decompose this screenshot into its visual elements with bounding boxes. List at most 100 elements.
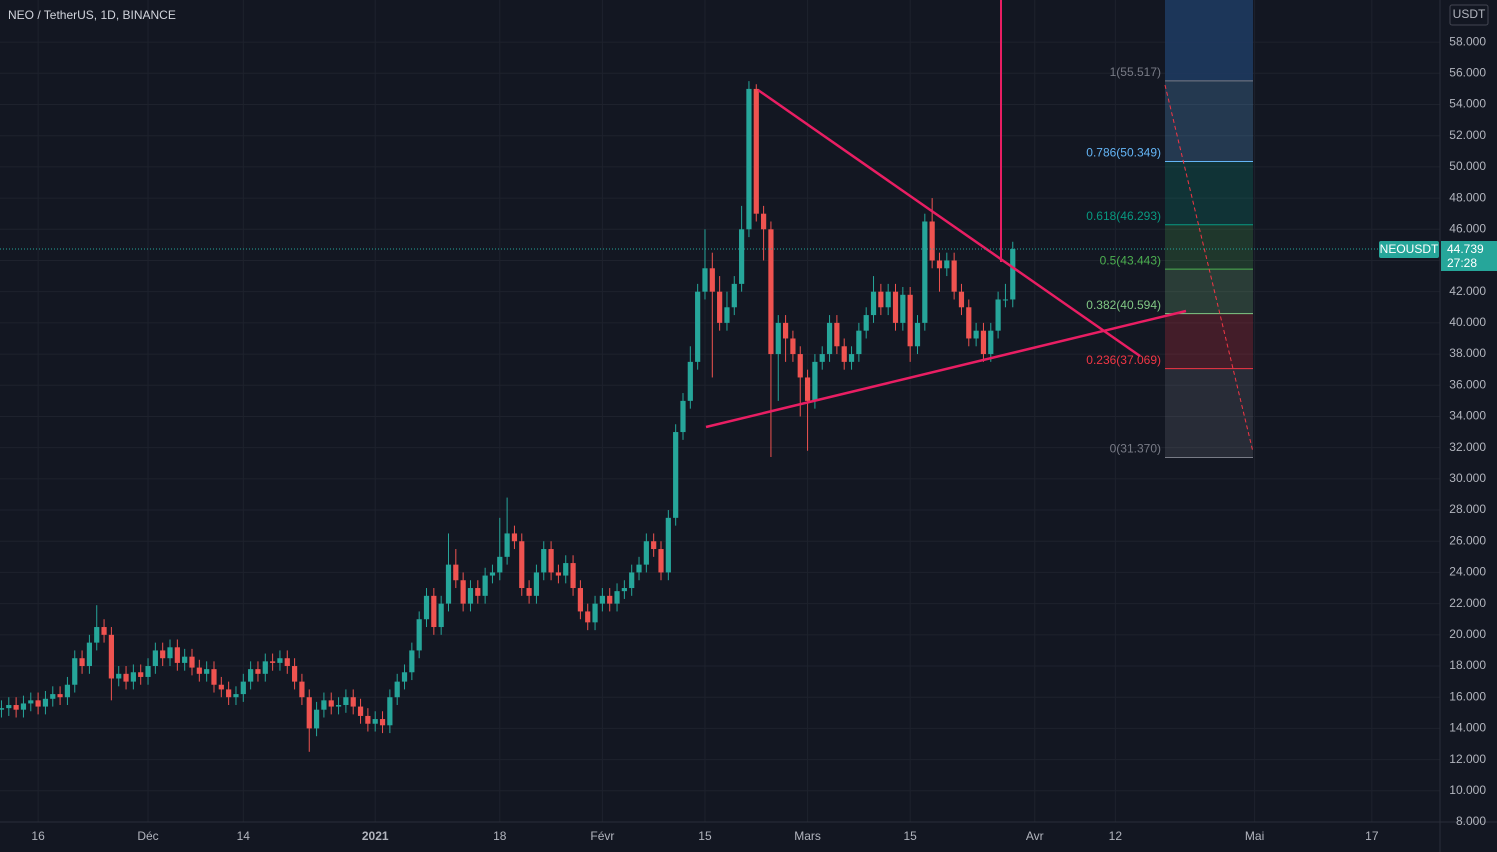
candle-body xyxy=(775,322,781,355)
y-tick-label: 22.000 xyxy=(1449,596,1486,610)
candle-body xyxy=(885,291,891,308)
fib-label: 0.236(37.069) xyxy=(1086,353,1161,367)
candle-body xyxy=(753,88,759,214)
candle-body xyxy=(101,627,107,635)
candle-body xyxy=(284,658,290,667)
candle-body xyxy=(936,260,943,269)
candle-body xyxy=(204,669,210,674)
candle-body xyxy=(995,299,1001,331)
candle-body xyxy=(328,700,334,707)
candle-body xyxy=(717,291,723,323)
candle-body xyxy=(878,291,884,308)
y-tick-label: 48.000 xyxy=(1449,190,1486,204)
candle-body xyxy=(438,603,444,628)
candle-body xyxy=(922,221,928,323)
candle-body xyxy=(621,588,627,592)
candle-body xyxy=(761,213,767,230)
candle-body xyxy=(731,283,737,308)
y-tick-label: 28.000 xyxy=(1449,502,1486,516)
candle-body xyxy=(914,322,921,347)
candle-body xyxy=(233,694,239,698)
candle-body xyxy=(797,354,803,378)
x-tick-label: 15 xyxy=(698,829,712,843)
candle-body xyxy=(841,346,847,362)
fib-zone xyxy=(1165,224,1253,270)
candle-body xyxy=(614,591,620,604)
candle-body xyxy=(665,517,671,573)
fib-label: 1(55.517) xyxy=(1110,65,1161,79)
candle-body xyxy=(174,647,180,663)
symbol-label-box xyxy=(1379,241,1439,258)
y-tick-label: 42.000 xyxy=(1449,284,1486,298)
trend-line xyxy=(705,309,1187,429)
candle-body xyxy=(585,611,591,623)
candle-body xyxy=(277,658,283,663)
x-tick-label: Déc xyxy=(137,829,158,843)
candle-body xyxy=(988,330,994,355)
candle-body xyxy=(482,575,488,596)
x-tick-label: Févr xyxy=(590,829,614,843)
candle-body xyxy=(409,650,415,673)
candle-body xyxy=(379,719,386,726)
trend-line xyxy=(757,88,1141,358)
price-label: 44.739 xyxy=(1447,242,1484,256)
candle-body xyxy=(86,642,93,667)
candle-body xyxy=(350,697,356,707)
candle-body xyxy=(211,669,217,685)
y-tick-label: 12.000 xyxy=(1449,752,1486,766)
candle-body xyxy=(138,672,144,677)
fib-zone xyxy=(1165,368,1253,458)
candle-body xyxy=(28,700,34,704)
y-tick-label: 24.000 xyxy=(1449,565,1486,579)
candle-body xyxy=(541,549,547,573)
candle-body xyxy=(980,330,987,355)
candle-body xyxy=(555,572,562,576)
price-label-box xyxy=(1441,241,1497,271)
y-tick-label: 54.000 xyxy=(1449,97,1486,111)
candle-body xyxy=(387,697,393,726)
y-tick-label: 40.000 xyxy=(1449,315,1486,329)
candle-body xyxy=(240,681,246,695)
candle-body xyxy=(790,338,796,355)
candle-body xyxy=(416,619,422,651)
candle-body xyxy=(248,669,254,682)
candle-body xyxy=(819,354,825,362)
fib-zone xyxy=(1165,269,1253,314)
fib-label: 0(31.370) xyxy=(1110,442,1161,456)
candle-body xyxy=(658,549,664,573)
candle-body xyxy=(563,563,569,576)
candle-body xyxy=(804,377,811,401)
candle-body xyxy=(335,705,342,707)
currency-box[interactable] xyxy=(1449,4,1489,26)
candle-body xyxy=(592,603,598,623)
candle-body xyxy=(497,556,503,573)
candle-body xyxy=(306,697,312,729)
y-tick-label: 14.000 xyxy=(1449,721,1486,735)
candle-body xyxy=(467,588,474,604)
candle-body xyxy=(1002,299,1009,301)
candle-body xyxy=(577,588,583,612)
y-tick-label: 30.000 xyxy=(1449,471,1486,485)
symbol-label: NEOUSDT xyxy=(1380,242,1439,256)
fib-zone xyxy=(1165,80,1253,162)
candle-body xyxy=(365,715,371,724)
candle-body xyxy=(123,673,129,682)
candle-body xyxy=(130,672,136,682)
candle-body xyxy=(599,595,605,604)
x-tick-label: 2021 xyxy=(362,829,389,843)
y-tick-label: 16.000 xyxy=(1449,689,1486,703)
candle-body xyxy=(892,291,899,323)
candle-body xyxy=(64,684,71,698)
x-tick-label: Mai xyxy=(1245,829,1264,843)
x-tick-label: 16 xyxy=(31,829,45,843)
candle-body xyxy=(321,700,327,710)
x-tick-label: 17 xyxy=(1365,829,1379,843)
candle-body xyxy=(907,294,913,347)
y-tick-label: 58.000 xyxy=(1449,34,1486,48)
y-tick-label: 26.000 xyxy=(1449,533,1486,547)
y-tick-label: 20.000 xyxy=(1449,627,1486,641)
y-tick-label: 8.000 xyxy=(1456,814,1486,828)
candle-body xyxy=(42,698,49,707)
candle-body xyxy=(108,634,114,679)
